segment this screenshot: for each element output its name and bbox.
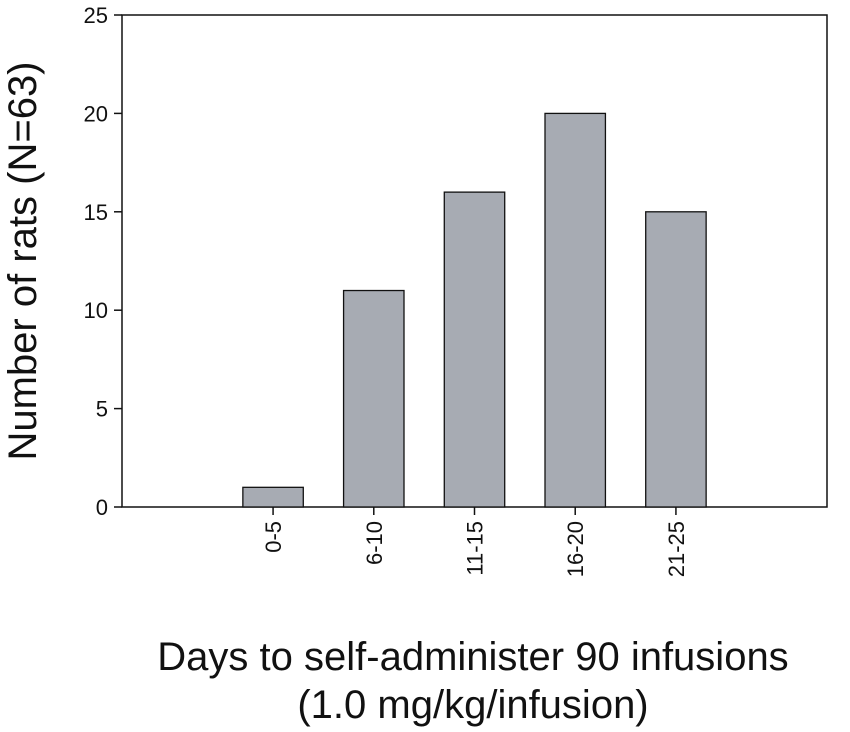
bar-0-5 [242,486,304,508]
bar-11-15 [443,191,506,508]
x-tick-label: 11-15 [463,521,488,576]
x-axis-title-line-2: (1.0 mg/kg/infusion) [297,683,648,727]
bar-21-25 [645,211,707,508]
x-axis-title-line-1: Days to self-administer 90 infusions [157,635,788,679]
y-axis-title: Number of rats (N=63) [1,61,45,460]
x-tick-label: 6-10 [362,521,387,565]
x-tick-label: 0-5 [261,521,286,553]
y-tick-label: 5 [96,397,108,422]
y-tick-label: 20 [84,101,108,126]
bars [242,112,707,508]
y-axis-ticks: 0 5 10 15 20 25 [84,3,122,520]
y-tick-label: 10 [84,298,108,323]
y-tick-label: 0 [96,495,108,520]
bar-6-10 [342,289,405,508]
y-tick-label: 25 [84,3,108,28]
x-tick-label: 16-20 [563,521,588,577]
bar-16-20 [544,112,607,508]
x-tick-label: 21-25 [664,521,689,577]
y-tick-label: 15 [84,200,108,225]
x-axis-ticks: 0-5 6-10 11-15 16-20 21-25 [261,507,689,577]
